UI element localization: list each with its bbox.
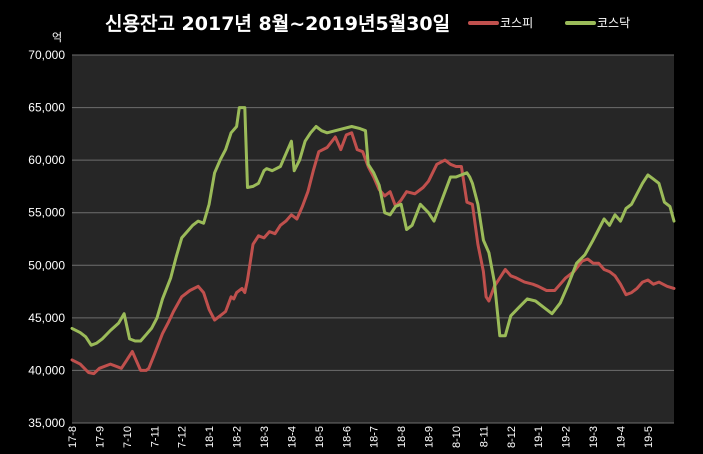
x-tick-label: 18-1	[204, 426, 216, 448]
y-tick-label: 60,000	[28, 153, 65, 167]
chart-title: 신용잔고 2017년 8월~2019년5월30일	[105, 13, 450, 35]
x-tick-label: 7-11	[149, 426, 161, 447]
legend: 코스피 코스닥	[468, 16, 630, 30]
x-tick-label: 18-3	[259, 426, 271, 448]
x-tick-label: 8-12	[506, 426, 518, 448]
x-tick-label: 18-6	[341, 426, 353, 448]
legend-label: 코스닥	[597, 16, 630, 30]
y-tick-label: 65,000	[28, 101, 65, 115]
x-tick-label: 18-2	[232, 426, 244, 448]
series-line-kosdaq	[70, 106, 676, 347]
plot-area	[72, 55, 674, 423]
y-axis: 35,000 40,000 45,000 50,000 55,000 60,000 65,0…	[28, 48, 65, 430]
y-tick-label: 50,000	[28, 258, 65, 272]
x-tick-label: 18-7	[369, 426, 381, 448]
x-tick-label: 7-10	[122, 426, 134, 448]
y-tick-label: 40,000	[28, 363, 65, 377]
y-tick-label: 35,000	[28, 416, 65, 430]
x-tick-label: 19-3	[588, 426, 600, 448]
x-tick-label: 19-1	[533, 426, 545, 448]
x-tick-label: 17-9	[94, 426, 106, 448]
x-tick-label: 18-8	[396, 426, 408, 448]
legend-label: 코스피	[500, 16, 533, 30]
x-tick-label: 18-9	[424, 426, 436, 448]
x-tick-label: 18-5	[314, 426, 326, 448]
x-tick-label: 18-4	[286, 426, 298, 448]
x-tick-label: 8-10	[451, 426, 463, 448]
x-tick-label: 19-2	[561, 426, 573, 448]
x-tick-label: 7-12	[177, 426, 189, 448]
y-tick-label: 70,000	[28, 48, 65, 62]
y-unit-label: 억	[52, 31, 62, 44]
x-tick-label: 8-11	[478, 426, 490, 447]
x-tick-label: 19-4	[616, 426, 628, 448]
y-tick-label: 55,000	[28, 206, 65, 220]
x-axis: 17-8 17-9 7-10 7-11 7-12 18-1 18-2 18-3 18-4 18-5…	[67, 426, 655, 448]
grid-layer	[72, 54, 674, 424]
y-tick-label: 45,000	[28, 311, 65, 325]
series-layer	[70, 106, 676, 376]
x-tick-label: 19-5	[643, 426, 655, 448]
x-tick-label: 17-8	[67, 426, 79, 448]
